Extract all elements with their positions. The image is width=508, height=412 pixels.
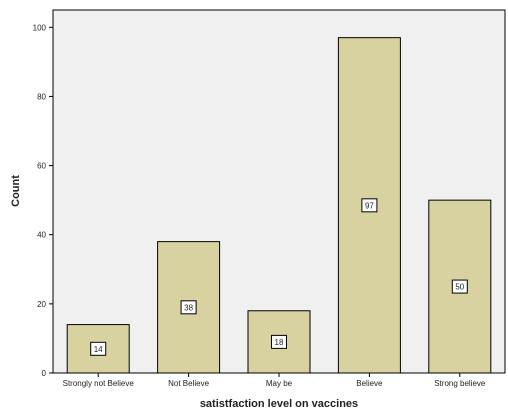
y-tick-label: 40 [37, 231, 46, 240]
y-tick-label: 100 [33, 23, 47, 32]
data-label: 50 [455, 283, 464, 292]
data-label: 97 [365, 201, 374, 210]
x-tick-label: Believe [356, 379, 383, 388]
y-axis-title: Count [10, 175, 22, 207]
y-tick-label: 0 [42, 369, 47, 378]
data-label: 18 [275, 338, 284, 347]
y-axis: 0 20 40 60 80 100 [33, 23, 53, 378]
x-tick-label: Not Believe [168, 379, 209, 388]
data-label-box [180, 300, 197, 315]
data-label-box [271, 334, 287, 349]
x-axis-title: satistfaction level on vaccines [200, 398, 358, 410]
y-tick-label: 60 [37, 162, 46, 171]
data-label-box [361, 198, 378, 213]
y-tick-label: 20 [37, 300, 46, 309]
x-tick-label: Strong believe [434, 379, 486, 388]
x-axis: Strongly not Believe Not Believe May be Bel… [63, 373, 486, 388]
data-label-box [451, 279, 468, 294]
y-tick-label: 80 [37, 92, 46, 101]
x-tick-label: May be [266, 379, 293, 388]
data-label: 38 [184, 303, 193, 312]
x-tick-label: Strongly not Believe [63, 379, 135, 388]
data-label: 14 [94, 345, 103, 354]
data-label-box [90, 341, 107, 356]
bars-group: 14 38 18 97 50 [66, 37, 492, 374]
